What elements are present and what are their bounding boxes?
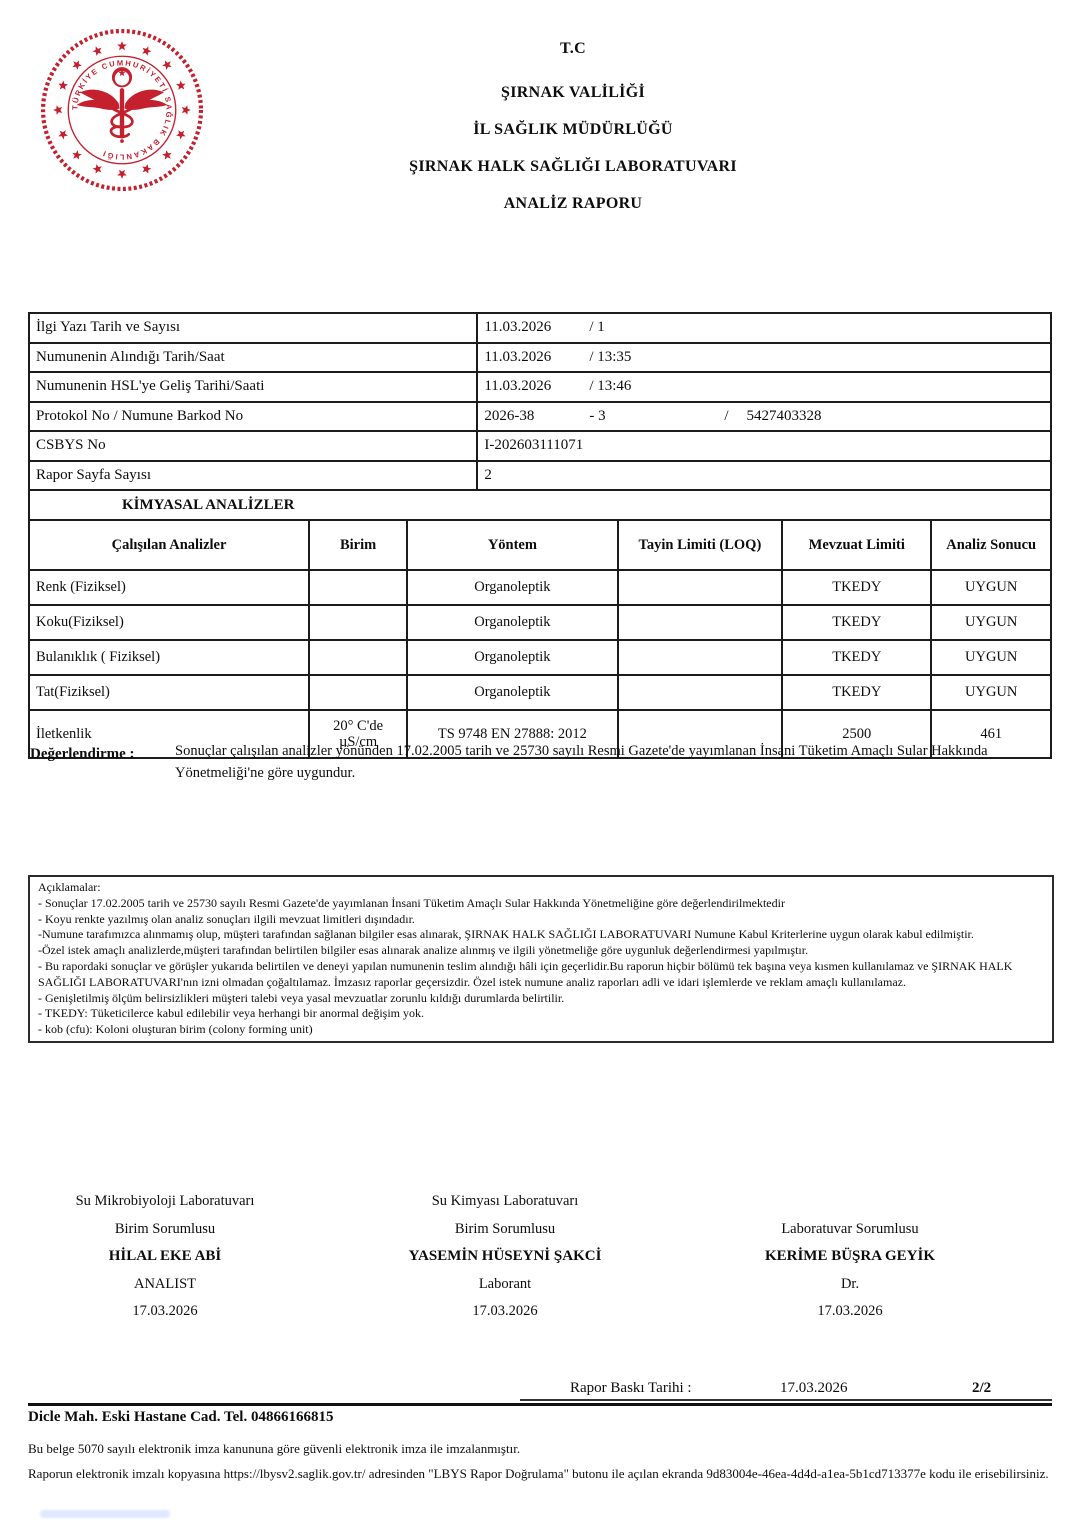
evaluation-text: Sonuçlar çalışılan analizler yönünden 17… — [175, 743, 988, 781]
signature-date: 17.03.2026 — [132, 1303, 198, 1319]
note-line: - TKEDY: Tüketicilerce kabul edilebilir … — [38, 1006, 425, 1021]
note-line: - Bu rapordaki sonuçlar ve görüşler yuka… — [38, 958, 1013, 989]
note-line: -Numune tarafımızca alınmamış olup, müşt… — [38, 927, 974, 942]
table-row: Numunenin HSL'ye Geliş Tarihi/Saati 11.0… — [27, 371, 1052, 403]
divider-full — [28, 1403, 1052, 1406]
note-line: - kob (cfu): Koloni oluşturan birim (col… — [38, 1022, 313, 1037]
column-header: Mevzuat Limiti — [781, 519, 933, 571]
info-label: Numunenin HSL'ye Geliş Tarihi/Saati — [27, 371, 479, 403]
note-line: - Sonuçlar 17.02.2005 tarih ve 25730 say… — [38, 895, 785, 910]
table-row: Numunenin Alındığı Tarih/Saat 11.03.2026… — [27, 341, 1052, 373]
signature-block-microbiology: Su Mikrobiyoloji Laboratuvarı Birim Soru… — [30, 1188, 300, 1326]
info-value: 11.03.2026 — [484, 319, 552, 336]
print-date-value: 17.03.2026 — [780, 1380, 848, 1396]
signature-role: Laboratuvar Sorumlusu — [781, 1220, 919, 1237]
column-header: Yöntem — [406, 519, 619, 571]
verification-statement: Raporun elektronik imzalı kopyasına http… — [28, 1466, 1049, 1481]
sample-info-table: İlgi Yazı Tarih ve Sayısı 11.03.2026/ 1 … — [27, 312, 1052, 491]
header-line-directorate: İL SAĞLIK MÜDÜRLÜĞÜ — [473, 121, 673, 138]
divider-short — [520, 1399, 1052, 1401]
signature-date: 17.03.2026 — [472, 1303, 538, 1319]
signature-name: HİLAL EKE ABİ — [108, 1248, 222, 1264]
report-header: T.C ŞIRNAK VALİLİĞİ İL SAĞLIK MÜDÜRLÜĞÜ … — [66, 40, 1080, 232]
header-line-laboratory: ŞIRNAK HALK SAĞLIĞI LABORATUVARI — [409, 158, 737, 175]
chemical-analysis-table: KİMYASAL ANALİZLER Çalışılan Analizler B… — [27, 489, 1052, 759]
info-label: Numunenin Alındığı Tarih/Saat — [27, 341, 479, 373]
page-number: 2/2 — [972, 1380, 992, 1396]
signature-title: ANALIST — [133, 1275, 197, 1292]
column-header: Tayin Limiti (LOQ) — [616, 519, 784, 571]
note-line: - Genişletilmiş ölçüm belirsizlikleri mü… — [38, 990, 565, 1005]
signature-date: 17.03.2026 — [817, 1303, 883, 1319]
signature-title: Laborant — [478, 1275, 532, 1292]
table-row: CSBYS No I-202603111071 — [27, 430, 1052, 462]
header-line-governorship: ŞIRNAK VALİLİĞİ — [501, 84, 645, 101]
notes-title: Açıklamalar: — [38, 880, 101, 894]
note-line: - Koyu renkte yazılmış olan analiz sonuç… — [38, 911, 415, 926]
signature-role: Birim Sorumlusu — [454, 1220, 556, 1237]
info-label: Protokol No / Numune Barkod No — [27, 400, 479, 432]
esignature-statement: Bu belge 5070 sayılı elektronik imza kan… — [28, 1441, 521, 1456]
section-title: KİMYASAL ANALİZLER — [28, 489, 1052, 521]
table-row: Rapor Sayfa Sayısı 2 — [27, 459, 1052, 491]
print-date-label: Rapor Baskı Tarihi : — [570, 1380, 692, 1396]
table-row: İlgi Yazı Tarih ve Sayısı 11.03.2026/ 1 — [27, 312, 1052, 344]
header-line-report-title: ANALİZ RAPORU — [503, 195, 643, 212]
notes-box: Açıklamalar: - Sonuçlar 17.02.2005 tarih… — [28, 875, 1054, 1043]
table-row: Protokol No / Numune Barkod No 2026-38- … — [27, 400, 1052, 432]
info-value: 11.03.2026 — [484, 348, 552, 365]
header-line-tc: T.C — [560, 40, 586, 57]
signature-lab — [700, 1188, 1000, 1216]
column-header: Birim — [308, 519, 409, 571]
info-label: CSBYS No — [27, 430, 479, 462]
signature-block-lab-manager: Laboratuvar Sorumlusu KERİME BÜŞRA GEYİK… — [700, 1188, 1000, 1326]
table-row: Koku(Fiziksel) Organoleptik TKEDY UYGUN — [27, 604, 1052, 641]
faint-blue-mark — [40, 1510, 170, 1518]
table-row: Tat(Fiziksel) Organoleptik TKEDY UYGUN — [27, 674, 1052, 711]
evaluation-section: Değerlendirme : Sonuçlar çalışılan anali… — [30, 740, 1030, 784]
table-row: Bulanıklık ( Fiziksel) Organoleptik TKED… — [27, 639, 1052, 676]
column-header: Çalışılan Analizler — [27, 519, 311, 571]
info-label: İlgi Yazı Tarih ve Sayısı — [27, 312, 479, 344]
column-header: Analiz Sonucu — [930, 519, 1052, 571]
info-value: 2026-38 — [484, 407, 535, 424]
evaluation-label: Değerlendirme : — [30, 746, 135, 762]
info-label: Rapor Sayfa Sayısı — [27, 459, 479, 491]
lab-address: Dicle Mah. Eski Hastane Cad. Tel. 048661… — [28, 1409, 334, 1425]
signature-lab: Su Mikrobiyoloji Laboratuvarı — [75, 1193, 255, 1209]
signature-name: KERİME BÜŞRA GEYİK — [764, 1248, 936, 1264]
table-title-row: KİMYASAL ANALİZLER — [28, 489, 1052, 521]
table-row: İletkenlik 20° C'de µS/cm TS 9748 EN 278… — [27, 709, 1052, 759]
table-header-row: Çalışılan Analizler Birim Yöntem Tayin L… — [27, 519, 1052, 571]
signature-title: Dr. — [840, 1275, 860, 1292]
note-line: -Özel istek amaçlı analizlerde,müşteri t… — [38, 943, 809, 958]
info-value: I-202603111071 — [484, 437, 584, 454]
info-value: 2 — [484, 466, 492, 483]
signature-name: YASEMİN HÜSEYNİ ŞAKCİ — [408, 1248, 602, 1264]
ministry-of-health-logo-icon: TÜRKİYE CUMHURİYETİ SAĞLIK BAKANLIĞI — [40, 28, 204, 192]
signature-role: Birim Sorumlusu — [114, 1220, 216, 1237]
info-value: 11.03.2026 — [484, 378, 552, 395]
signature-block-chemistry: Su Kimyası Laboratuvarı Birim Sorumlusu … — [360, 1188, 650, 1326]
signature-lab: Su Kimyası Laboratuvarı — [431, 1193, 579, 1209]
table-row: Renk (Fiziksel) Organoleptik TKEDY UYGUN — [27, 569, 1052, 606]
caduceus-icon — [76, 67, 168, 143]
